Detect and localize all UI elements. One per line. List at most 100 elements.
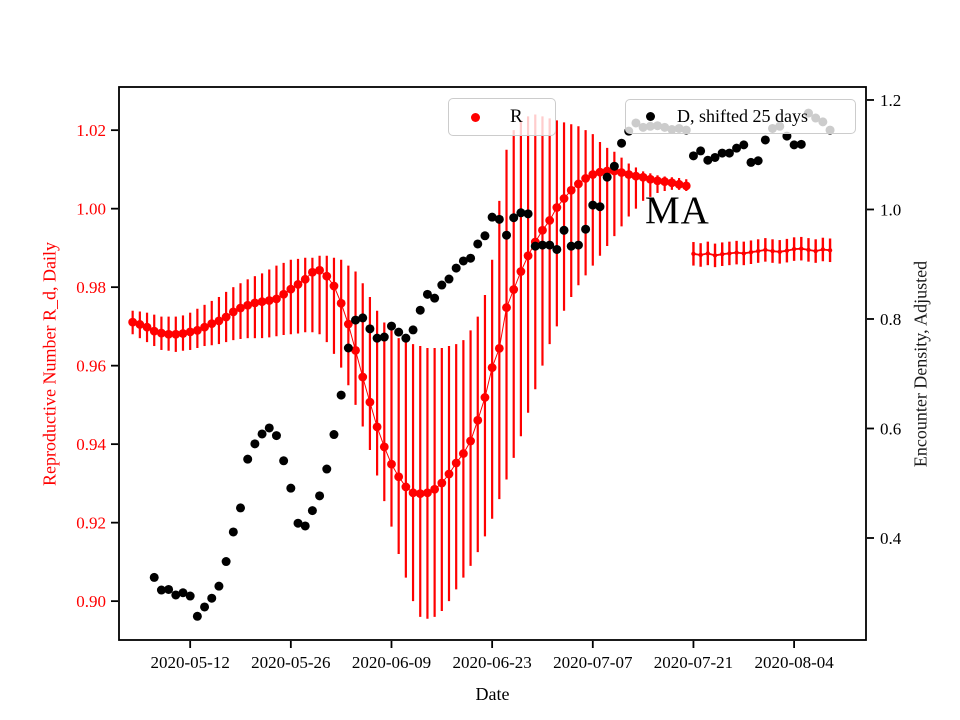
d-data-point [753, 156, 763, 166]
d-data-point [329, 430, 339, 440]
d-data-point [530, 241, 540, 251]
d-data-point [293, 518, 303, 528]
r-data-point [502, 303, 511, 312]
d-data-point [581, 224, 591, 234]
r-data-point [279, 289, 289, 299]
legend-d-label: D, shifted 25 days [677, 106, 808, 126]
r-ma-point [763, 247, 768, 253]
r-data-point [667, 178, 677, 188]
r-data-point [617, 168, 626, 177]
d-data-point [466, 253, 476, 263]
r-data-point [387, 459, 396, 469]
r-data-point [487, 363, 497, 373]
r-ma-segment [691, 236, 833, 268]
d-data-point [379, 332, 389, 342]
r-data-point [552, 203, 562, 212]
right-tick-label: 1.0 [880, 200, 901, 219]
d-data-point [717, 148, 727, 158]
x-tick-label: 2020-06-23 [452, 653, 531, 672]
d-data-point [358, 313, 368, 323]
legend-d-dot-icon [646, 112, 655, 121]
d-data-point [257, 429, 267, 439]
d-data-point [200, 602, 210, 612]
r-data-point [200, 322, 209, 332]
d-data-point [408, 325, 418, 335]
left-tick-label: 1.00 [76, 200, 106, 219]
r-data-point [595, 167, 605, 177]
r-data-point [149, 326, 159, 336]
left-tick-label: 0.98 [76, 278, 106, 297]
d-data-point [437, 280, 447, 290]
r-data-point [185, 327, 195, 337]
r-ma-point [799, 246, 804, 251]
d-data-point [351, 315, 361, 325]
d-data-point [315, 491, 325, 501]
right-tick-label: 0.6 [880, 419, 901, 438]
r-ma-point [791, 246, 797, 252]
x-tick-label: 2020-07-21 [654, 653, 733, 672]
r-data-point [329, 281, 339, 291]
d-data-point [732, 143, 742, 153]
x-tick-label: 2020-05-26 [251, 653, 330, 672]
d-data-point [458, 256, 468, 266]
d-data-point [760, 135, 770, 145]
r-data-point [365, 397, 375, 407]
legend-r-dot-icon [471, 112, 480, 122]
r-ma-point [755, 248, 761, 254]
d-data-point [494, 214, 504, 224]
r-ma-point [748, 250, 754, 255]
x-tick-label: 2020-08-04 [754, 653, 834, 672]
left-tick-label: 0.92 [76, 514, 106, 533]
d-data-point [185, 591, 195, 601]
r-data-point [660, 177, 670, 186]
d-data-point [149, 572, 159, 582]
r-data-point [566, 185, 576, 195]
r-data-point [286, 284, 296, 294]
d-data-point [588, 200, 598, 210]
r-data-point [466, 436, 475, 446]
r-data-point [214, 316, 224, 326]
r-data-point [157, 328, 166, 338]
r-data-point [250, 298, 260, 308]
d-data-point [192, 611, 202, 621]
legend-d: D, shifted 25 days [625, 99, 856, 134]
d-data-point [164, 584, 174, 594]
d-data-point [473, 239, 483, 249]
r-data-point [236, 303, 245, 313]
x-tick-label: 2020-05-12 [151, 653, 230, 672]
r-data-point [372, 422, 382, 432]
r-ma-point [698, 252, 703, 258]
d-data-point [559, 225, 569, 235]
d-data-point [322, 464, 332, 474]
r-data-point [207, 319, 217, 329]
left-axis-title: Reproductive Number R_d, Daily [39, 242, 60, 486]
r-ma-point [820, 247, 826, 252]
d-data-point [307, 506, 317, 516]
x-tick-label: 2020-07-07 [553, 653, 633, 672]
d-data-point [236, 503, 246, 513]
r-data-point [408, 488, 418, 498]
d-data-point [372, 333, 382, 343]
d-data-point [250, 439, 260, 449]
d-data-point [178, 588, 188, 598]
r-data-point [638, 172, 648, 182]
r-ma-point [741, 251, 746, 256]
r-data-point [516, 267, 526, 276]
r-data-point [538, 225, 547, 235]
left-tick-label: 0.94 [76, 435, 106, 454]
r-data-point [308, 267, 317, 277]
right-tick-label: 1.2 [880, 91, 901, 110]
d-data-point [243, 454, 253, 464]
d-data-point [617, 138, 627, 148]
d-data-point [696, 146, 706, 156]
d-data-point [724, 148, 734, 158]
r-data-point [430, 484, 440, 494]
d-data-point [523, 209, 533, 219]
legend-r-label: R [510, 106, 523, 127]
r-data-point [401, 482, 411, 492]
r-data-point [581, 174, 591, 183]
r-data-point [358, 372, 368, 382]
d-data-point [502, 230, 512, 240]
r-data-point [653, 176, 662, 186]
